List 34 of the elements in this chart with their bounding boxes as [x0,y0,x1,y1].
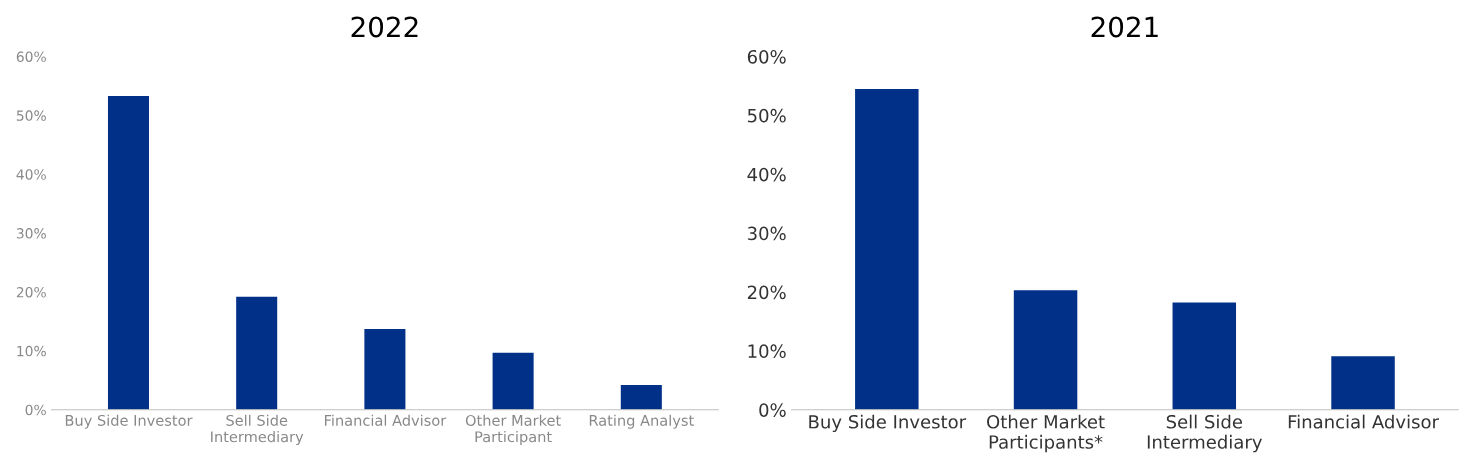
bar [107,95,149,410]
x-tick-label: Rating Analyst [589,414,694,429]
bar [620,385,662,410]
y-tick-label: 50% [747,108,786,123]
x-tick-label: Buy Side Investor [65,414,193,429]
y-tick-label: 40% [16,169,46,180]
y-tick-label: 60% [747,49,786,64]
bar [1013,290,1078,410]
y-tick-label: 20% [16,286,46,298]
y-tick-label: 10% [748,344,786,359]
bar [236,296,278,410]
y-tick-label: 20% [747,285,786,300]
x-tick-label: Other Market Participants* [987,414,1105,453]
x-tick-label: Financial Advisor [324,414,447,426]
x-tick-label: Other Market Participant [465,414,561,446]
x-tick-label: Buy Side Investor [809,414,967,433]
chart-title: 2021 [1091,16,1158,38]
x-tick-label: Sell Side Intermediary [211,414,304,446]
y-tick-label: 60% [16,51,46,62]
y-tick-label: 0% [759,403,786,417]
chart-title: 2022 [351,16,418,38]
bar [1331,356,1395,410]
y-tick-label: 40% [747,167,786,182]
bar [364,329,406,410]
bar [1172,302,1237,410]
y-tick-label: 30% [747,226,786,241]
y-tick-label: 50% [16,110,46,121]
bar [855,88,919,410]
y-tick-label: 30% [16,228,46,239]
bar [492,352,534,410]
y-tick-label: 10% [17,345,46,357]
x-tick-label: Sell Side Intermediary [1147,414,1262,453]
x-tick-label: Financial Advisor [1288,414,1439,429]
y-tick-label: 0% [25,404,46,416]
